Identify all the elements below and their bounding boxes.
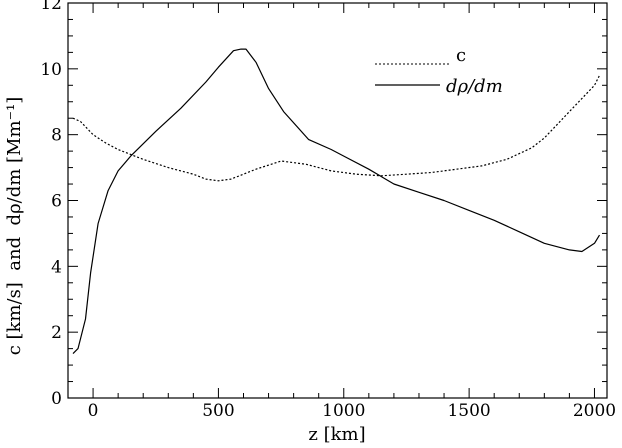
legend-label-c: c bbox=[456, 45, 466, 66]
y-axis-title: c [km/s] and dρ/dm [Mm⁻¹] bbox=[4, 97, 25, 356]
x-tick-label: 1000 bbox=[322, 401, 365, 421]
y-tick-label: 6 bbox=[51, 192, 62, 212]
tick-layer: 0 500 1000 1500 2000 0 2 4 6 8 10 12 bbox=[40, 0, 616, 421]
series-layer bbox=[72, 48, 601, 355]
legend-label-drho-dm: dρ/dm bbox=[446, 76, 503, 97]
x-tick-label: 0 bbox=[88, 401, 99, 421]
y-tick-label: 4 bbox=[51, 257, 62, 277]
series-line-c bbox=[72, 75, 601, 182]
y-tick-label: 10 bbox=[40, 60, 62, 80]
x-axis-title: z [km] bbox=[308, 424, 365, 443]
series-line-drho-dm bbox=[72, 48, 601, 355]
y-tick-label: 12 bbox=[40, 0, 62, 14]
x-tick-label: 2000 bbox=[573, 401, 616, 421]
x-tick-label: 500 bbox=[202, 401, 234, 421]
y-tick-label: 2 bbox=[51, 323, 62, 343]
y-tick-label: 0 bbox=[51, 389, 62, 409]
plot-frame bbox=[67, 2, 608, 399]
x-tick-label: 1500 bbox=[447, 401, 490, 421]
y-tick-label: 8 bbox=[51, 126, 62, 146]
